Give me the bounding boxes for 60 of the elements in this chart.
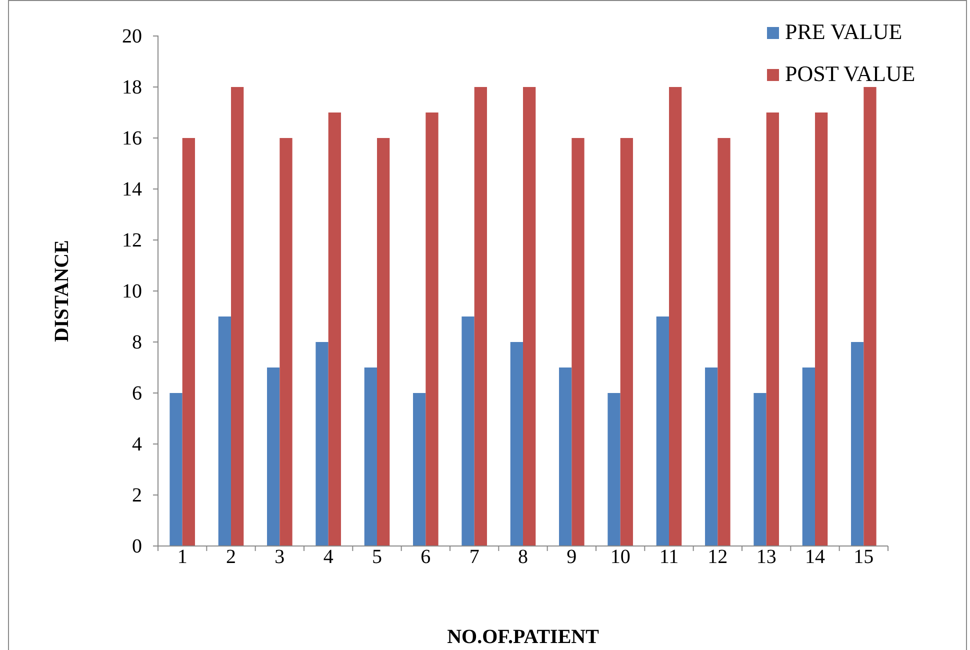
bar — [377, 138, 390, 546]
bar — [218, 316, 231, 546]
legend-label: POST VALUE — [785, 61, 916, 86]
x-tick-label: 3 — [274, 546, 285, 568]
x-tick-label: 1 — [177, 546, 188, 568]
bar — [864, 87, 876, 546]
x-tick-label: 2 — [226, 546, 236, 568]
x-tick-label: 9 — [566, 546, 577, 568]
y-tick-label: 18 — [122, 76, 142, 98]
y-tick-label: 2 — [132, 484, 142, 506]
x-tick-label: 7 — [469, 546, 480, 568]
bar — [474, 87, 487, 546]
bar — [851, 342, 864, 546]
y-tick-label: 6 — [132, 382, 142, 404]
bar — [754, 393, 766, 546]
bar — [656, 316, 669, 546]
bar — [802, 368, 815, 546]
x-tick-label: 14 — [805, 546, 825, 568]
y-tick-label: 4 — [132, 433, 142, 456]
y-tick-label: 8 — [132, 331, 142, 354]
bar — [413, 393, 426, 546]
bar — [316, 342, 328, 546]
y-tick-label: 16 — [122, 127, 142, 150]
y-tick-label: 0 — [132, 535, 142, 558]
x-axis-title: NO.OF.PATIENT — [447, 626, 600, 648]
bar — [766, 112, 779, 546]
bar — [510, 342, 523, 546]
y-tick-label: 14 — [122, 178, 142, 200]
x-tick-label: 8 — [518, 546, 528, 568]
bar — [182, 138, 195, 546]
bar — [462, 316, 474, 546]
bar — [620, 138, 633, 546]
x-tick-label: 5 — [372, 546, 382, 568]
x-tick-label: 6 — [420, 546, 431, 568]
bar — [815, 112, 828, 546]
bar — [608, 393, 620, 546]
bar — [523, 87, 536, 546]
bar — [267, 368, 280, 546]
y-tick-label: 12 — [122, 229, 142, 252]
bar — [718, 138, 730, 546]
x-tick-label: 12 — [708, 546, 728, 568]
bar — [231, 87, 244, 546]
bar — [364, 368, 377, 546]
bar — [559, 368, 572, 546]
y-axis-title: DISTANCE — [51, 240, 73, 342]
x-tick-label: 4 — [323, 546, 334, 568]
bar — [705, 368, 718, 546]
x-tick-label: 15 — [854, 546, 874, 568]
bar — [280, 138, 292, 546]
x-tick-label: 13 — [756, 546, 776, 568]
bar — [328, 112, 341, 546]
bar — [170, 393, 182, 546]
bar — [572, 138, 584, 546]
y-tick-label: 20 — [122, 25, 142, 48]
x-tick-label: 10 — [610, 546, 630, 568]
bar — [426, 112, 438, 546]
x-tick-label: 11 — [659, 546, 679, 568]
legend-label: PRE VALUE — [785, 19, 902, 44]
y-tick-label: 10 — [122, 280, 142, 302]
bar — [669, 87, 682, 546]
